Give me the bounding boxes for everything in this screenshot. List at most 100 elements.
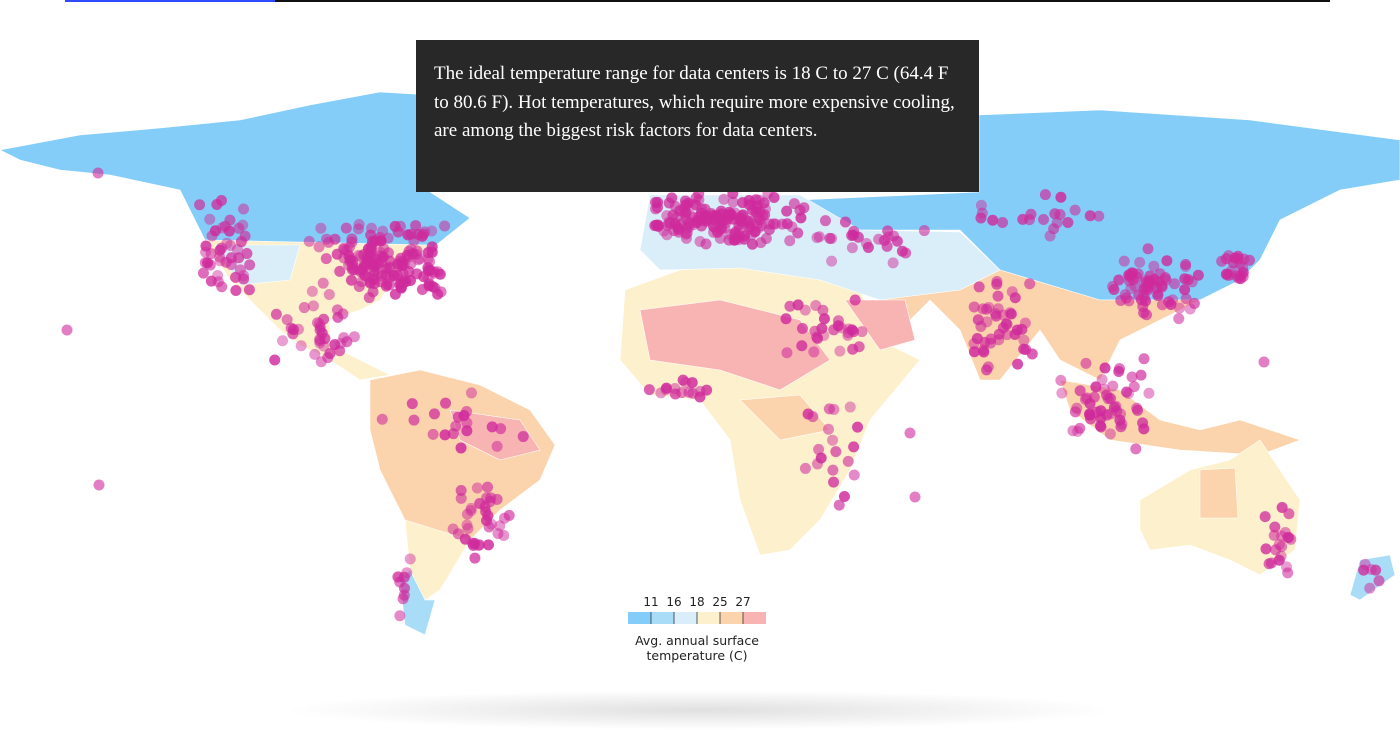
data-center-dot (918, 225, 930, 237)
data-center-dot (1080, 357, 1092, 369)
data-center-dot (1173, 313, 1185, 325)
data-center-dot (719, 222, 731, 234)
data-center-dot (92, 167, 104, 179)
data-center-dot (447, 428, 459, 440)
data-center-dot (853, 341, 865, 353)
data-center-dot (1071, 402, 1083, 414)
data-center-dot (796, 340, 808, 352)
data-center-dot (968, 301, 980, 313)
data-center-dot (314, 321, 326, 333)
data-center-dot (482, 481, 494, 493)
data-center-dot (678, 202, 690, 214)
data-center-dot (1364, 582, 1376, 594)
data-center-dot (314, 333, 326, 345)
data-center-dot (830, 446, 842, 458)
data-center-dot (669, 383, 681, 395)
data-center-dot (747, 204, 759, 216)
data-center-dot (1142, 243, 1154, 255)
data-center-dot (309, 348, 321, 360)
data-center-dot (209, 225, 221, 237)
data-center-dot (1138, 353, 1150, 365)
data-center-dot (320, 253, 332, 265)
data-center-dot (1004, 307, 1016, 319)
data-center-dot (270, 308, 282, 320)
data-center-dot (860, 237, 872, 249)
data-center-dot (440, 397, 452, 409)
data-center-dot (992, 290, 1004, 302)
data-center-dot (323, 289, 335, 301)
data-center-dot (1179, 284, 1191, 296)
data-center-dot (1263, 558, 1275, 570)
data-center-dot (434, 268, 446, 280)
legend-swatch (720, 612, 743, 624)
data-center-dot (462, 523, 474, 535)
data-center-dot (1039, 189, 1051, 201)
data-center-dot (1358, 564, 1370, 576)
data-center-dot (410, 220, 422, 232)
data-center-dot (348, 331, 360, 343)
data-center-dot (672, 223, 684, 235)
data-center-dot (758, 197, 770, 209)
data-center-dot (337, 308, 349, 320)
data-center-dot (338, 332, 350, 344)
data-center-dot (455, 442, 467, 454)
data-center-dot (416, 284, 428, 296)
data-center-dot (891, 235, 903, 247)
data-center-dot (842, 329, 854, 341)
legend-swatch (674, 612, 697, 624)
data-center-dot (807, 411, 819, 423)
data-center-dot (93, 479, 105, 491)
legend-swatch (743, 612, 766, 624)
data-center-dot (1101, 409, 1113, 421)
data-center-dot (389, 288, 401, 300)
data-center-dot (1174, 302, 1186, 314)
data-center-dot (1055, 191, 1067, 203)
data-center-dot (465, 502, 477, 514)
data-center-dot (1169, 278, 1181, 290)
data-center-dot (1113, 274, 1125, 286)
legend-swatch (628, 612, 651, 624)
data-center-dot (340, 222, 352, 234)
data-center-dot (243, 284, 255, 296)
data-center-dot (362, 271, 374, 283)
legend-tick-label: 16 (666, 595, 681, 609)
data-center-dot (1107, 380, 1119, 392)
data-center-dot (461, 417, 473, 429)
data-center-dot (1135, 369, 1147, 381)
data-center-dot (486, 421, 498, 433)
data-center-dot (992, 303, 1004, 315)
data-center-dot (295, 340, 307, 352)
data-center-dot (683, 386, 695, 398)
data-center-dot (826, 255, 838, 267)
data-center-dot (975, 199, 987, 211)
data-center-dot (987, 214, 999, 226)
data-center-dot (214, 255, 226, 267)
data-center-dot (1024, 278, 1036, 290)
data-center-dot (234, 264, 246, 276)
data-center-dot (485, 492, 497, 504)
data-center-dot (1055, 374, 1067, 386)
data-center-dot (1143, 387, 1155, 399)
data-center-dot (819, 215, 831, 227)
data-center-dot (365, 229, 377, 241)
data-center-dot (465, 387, 477, 399)
data-center-dot (968, 338, 980, 350)
data-center-dot (230, 284, 242, 296)
data-center-dot (729, 207, 741, 219)
data-center-dot (408, 414, 420, 426)
top-rule (65, 0, 1330, 2)
data-center-dot (224, 239, 236, 251)
data-center-dot (677, 374, 689, 386)
data-center-dot (363, 292, 375, 304)
data-center-dot (194, 199, 206, 211)
data-center-dot (238, 273, 250, 285)
legend-tick-label: 25 (712, 595, 727, 609)
data-center-dot (394, 279, 406, 291)
data-center-dot (827, 464, 839, 476)
data-center-dot (661, 229, 673, 241)
data-center-dot (491, 440, 503, 452)
data-center-dot (331, 248, 343, 260)
data-center-dot (352, 249, 364, 261)
data-center-dot (650, 219, 662, 231)
data-center-dot (755, 237, 767, 249)
